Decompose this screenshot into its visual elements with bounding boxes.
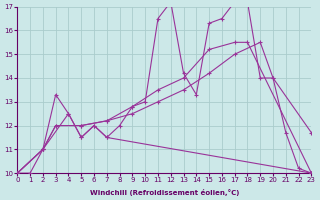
- X-axis label: Windchill (Refroidissement éolien,°C): Windchill (Refroidissement éolien,°C): [90, 189, 239, 196]
